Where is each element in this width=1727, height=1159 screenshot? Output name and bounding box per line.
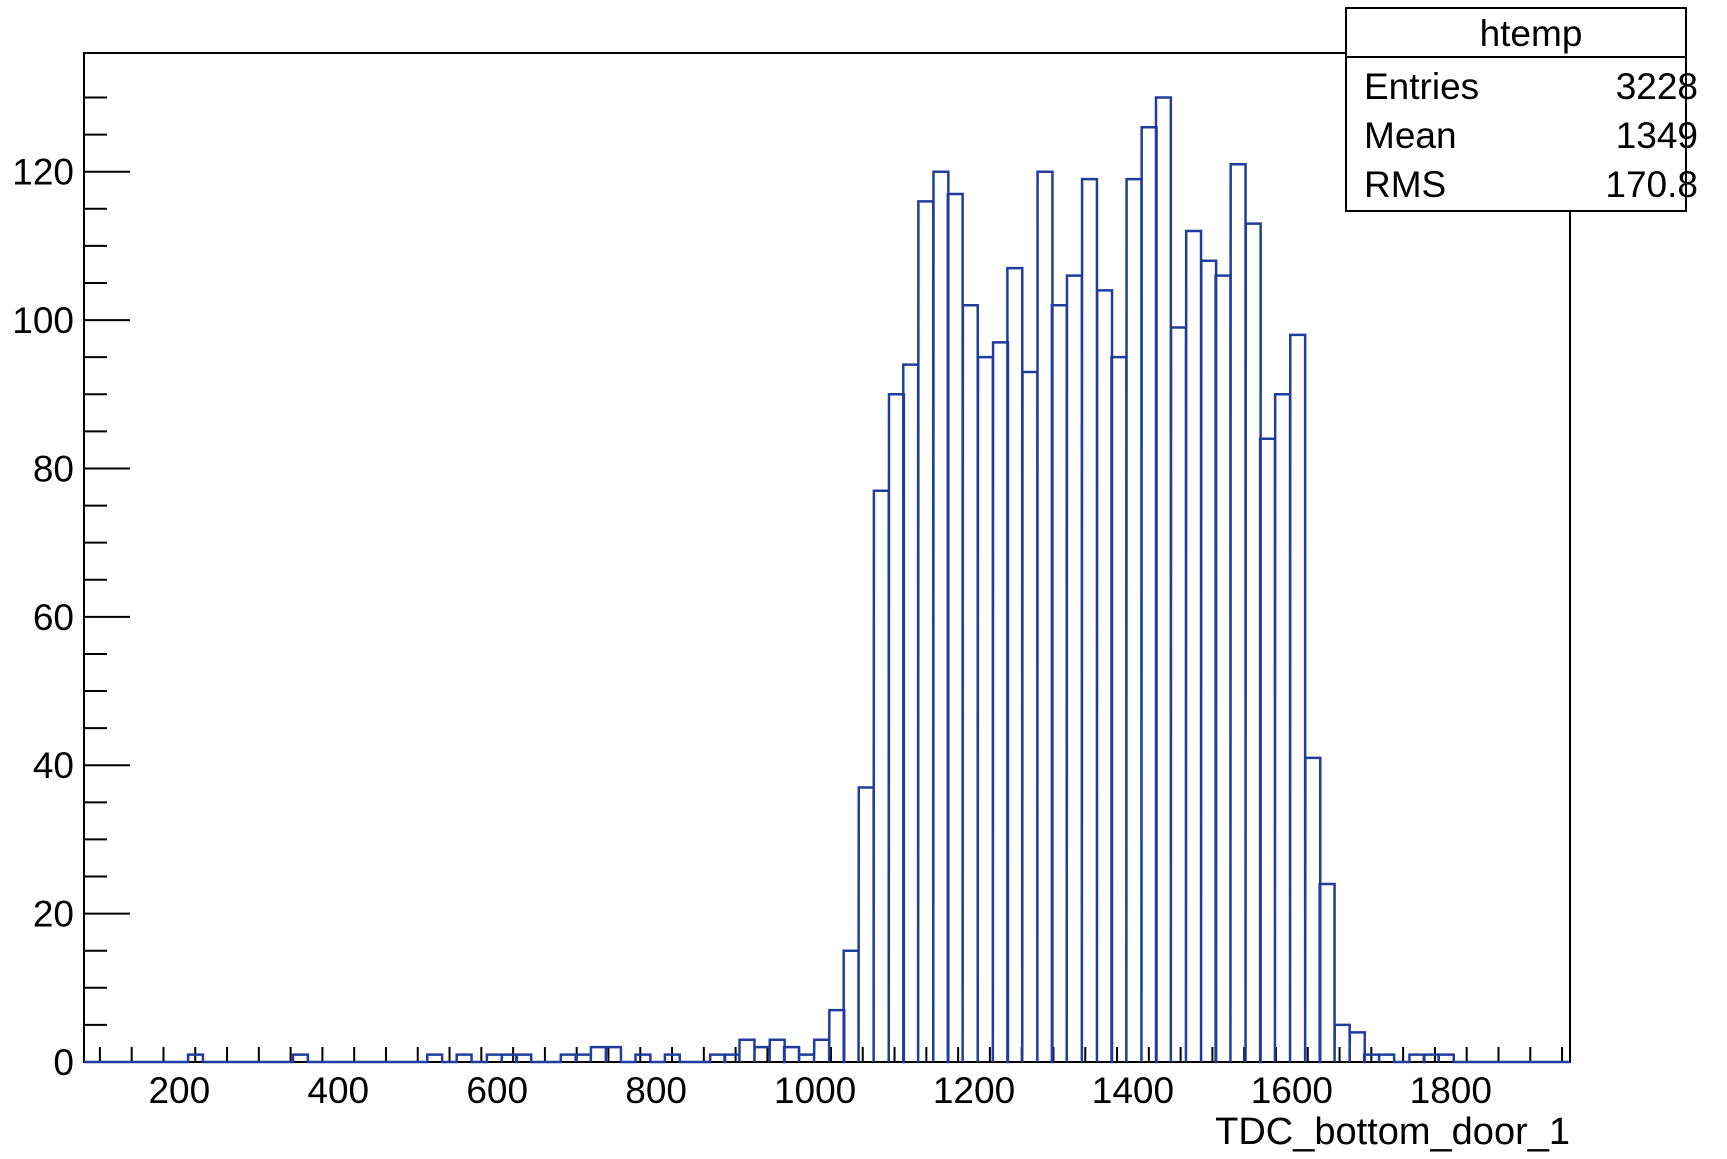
stats-box-title: htemp — [1480, 13, 1583, 54]
x-tick-label: 400 — [307, 1070, 369, 1111]
y-tick-label: 60 — [33, 597, 74, 638]
x-tick-label: 1600 — [1251, 1070, 1333, 1111]
histogram-series-line — [84, 96, 1570, 1064]
x-tick-label: 1400 — [1092, 1070, 1174, 1111]
stats-entries-label: Entries — [1364, 66, 1479, 107]
y-tick-label: 0 — [53, 1042, 74, 1083]
stats-box: htemp Entries 3228 Mean 1349 RMS 170.8 — [1345, 7, 1698, 212]
stats-rms-label: RMS — [1364, 164, 1446, 205]
x-tick-label: 1800 — [1410, 1070, 1492, 1111]
stats-entries-value: 3228 — [1616, 66, 1698, 107]
x-tick-label: 1000 — [774, 1070, 856, 1111]
y-tick-label: 120 — [12, 152, 74, 193]
stats-mean-label: Mean — [1364, 115, 1457, 156]
y-tick-label: 40 — [33, 745, 74, 786]
x-tick-label: 800 — [625, 1070, 687, 1111]
x-tick-label: 1200 — [933, 1070, 1015, 1111]
y-axis-tick-labels: 0 20 40 60 80 100 120 — [12, 152, 74, 1083]
stats-rms-value: 170.8 — [1605, 164, 1698, 205]
stats-box-frame — [1345, 7, 1687, 212]
plot-frame — [83, 52, 1571, 1063]
x-axis-label: TDC_bottom_door_1 — [1215, 1111, 1570, 1153]
y-tick-label: 100 — [12, 300, 74, 341]
y-tick-label: 20 — [33, 894, 74, 935]
x-axis-tick-labels: 200 400 600 800 1000 1200 1400 1600 1800 — [148, 1070, 1491, 1111]
x-tick-label: 200 — [148, 1070, 210, 1111]
x-tick-label: 600 — [466, 1070, 528, 1111]
y-tick-label: 80 — [33, 448, 74, 489]
stats-mean-value: 1349 — [1616, 115, 1698, 156]
